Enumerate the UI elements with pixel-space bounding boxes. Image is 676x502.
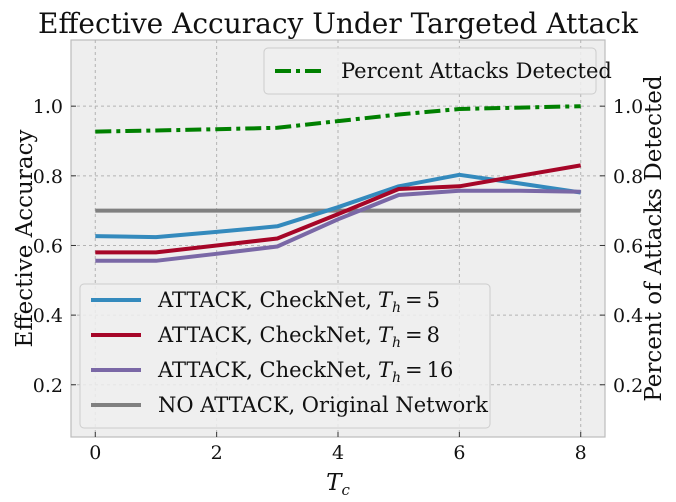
legend-upper-box (263, 47, 597, 95)
x-tick-label: 8 (575, 442, 587, 464)
y-tick-label-right: 1.0 (613, 96, 643, 118)
x-tick-label: 2 (211, 442, 223, 464)
legend-label-th8-eq: = (405, 323, 423, 347)
y-tick-label-right: 0.4 (613, 305, 643, 327)
legend-label-th16: ATTACK, CheckNet, Th = 16 (157, 358, 453, 386)
legend-label-no-attack: NO ATTACK, Original Network (158, 393, 488, 417)
legend-lower: ATTACK, CheckNet, Th = 5 ATTACK, CheckNet, T… (79, 283, 491, 429)
y-tick-label-right: 0.6 (613, 235, 643, 257)
series-lines (95, 104, 582, 263)
legend-label-th8-prefix: ATTACK, CheckNet, (157, 323, 372, 347)
x-tick-label: 6 (453, 442, 465, 464)
legend-label-th5-prefix: ATTACK, CheckNet, (157, 288, 372, 312)
y-tick-label-left: 0.4 (33, 305, 63, 327)
legend-label-th5-eq: = (405, 288, 423, 312)
legend-label-th16-eq: = (405, 358, 423, 382)
legend-upper: Percent Attacks Detected (263, 47, 612, 95)
y-tick-label-right: 0.8 (613, 166, 643, 188)
y-tick-label-right: 0.2 (613, 375, 643, 397)
x-tick-label: 4 (332, 442, 344, 464)
series-line-th8 (95, 163, 582, 255)
x-axis-label-sub: c (341, 481, 350, 499)
legend-label-th16-sub: h (392, 370, 401, 386)
legend-label-th5: ATTACK, CheckNet, Th = 5 (157, 288, 440, 316)
legend-label-th5-param: T (378, 288, 394, 312)
series-line-th16 (95, 188, 581, 263)
legend-label-th16-value: 16 (427, 358, 454, 382)
legend-label-th16-param: T (378, 358, 394, 382)
y-axis-label-right: Percent of Attacks Detected (641, 75, 667, 402)
legend-label-detected: Percent Attacks Detected (341, 59, 612, 83)
legend-label-th5-sub: h (392, 300, 401, 316)
legend-entry-th8: ATTACK, CheckNet, Th = 8 (91, 323, 440, 351)
legend-lower-box (79, 283, 491, 429)
y-tick-label-left: 0.2 (33, 375, 63, 397)
legend-entry-no-attack: NO ATTACK, Original Network (91, 393, 488, 417)
legend-label-th16-prefix: ATTACK, CheckNet, (157, 358, 372, 382)
chart-title: Effective Accuracy Under Targeted Attack (38, 7, 639, 40)
y-tick-label-left: 0.8 (33, 166, 63, 188)
legend-label-th8-sub: h (392, 335, 401, 351)
series-line-detected (95, 104, 581, 134)
legend-label-th8: ATTACK, CheckNet, Th = 8 (157, 323, 440, 351)
legend-label-th5-value: 5 (427, 288, 440, 312)
y-tick-label-left: 0.6 (33, 235, 63, 257)
legend-label-th8-param: T (378, 323, 394, 347)
y-axis-label-left: Effective Accuracy (12, 130, 38, 348)
legend-entry-th16: ATTACK, CheckNet, Th = 16 (91, 358, 453, 386)
axis-ticks: 0 2 4 6 8 0.2 0.2 0.4 0.4 0.6 0.6 0.8 0.8 1.0 1.0 (33, 96, 643, 464)
legend-entry-th5: ATTACK, CheckNet, Th = 5 (91, 288, 440, 316)
y-tick-label-left: 1.0 (33, 96, 63, 118)
x-axis-label: Tc (326, 470, 350, 499)
legend-label-th8-value: 8 (427, 323, 440, 347)
x-tick-label: 0 (89, 442, 101, 464)
x-axis-label-main: T (326, 470, 343, 496)
